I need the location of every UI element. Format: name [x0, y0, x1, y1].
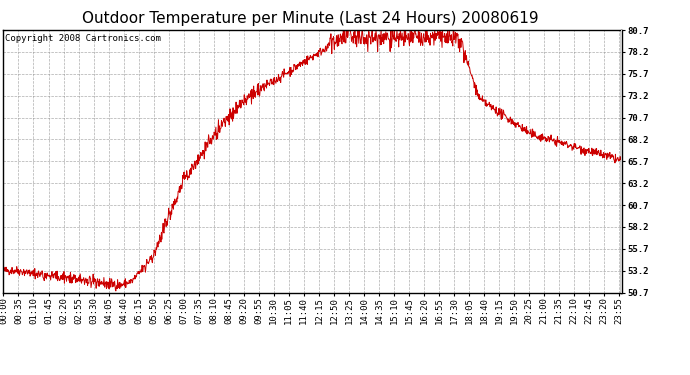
Text: Outdoor Temperature per Minute (Last 24 Hours) 20080619: Outdoor Temperature per Minute (Last 24 … [82, 11, 539, 26]
Text: Copyright 2008 Cartronics.com: Copyright 2008 Cartronics.com [5, 34, 161, 43]
